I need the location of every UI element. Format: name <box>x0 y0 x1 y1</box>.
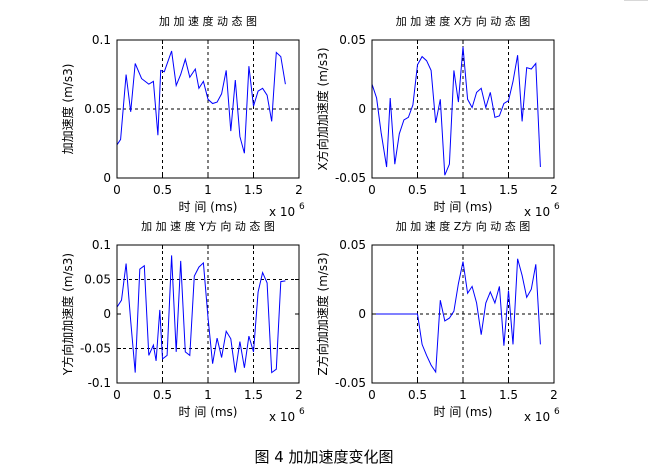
x-multiplier-label: x 10 <box>524 410 550 424</box>
chart-title: 加 加 速 度 X方 向 动 态 图 <box>396 14 531 28</box>
x-tick-label: 1.5 <box>244 183 263 197</box>
series-line <box>371 46 541 176</box>
x-tick-label: 1 <box>204 388 212 402</box>
x-tick-label: 1 <box>204 183 212 197</box>
x-tick-label: 0 <box>113 183 121 197</box>
panel-jerk-magnitude: 0 0.5 1 1.5 2 0 0.05 0.1 加 加 速 度 动 态 图时 间 (ms) x … <box>60 14 305 219</box>
y-axis-label: 加加速度 (m/s3) <box>60 64 75 155</box>
x-tick-label: 0 <box>113 388 121 402</box>
series-line <box>372 258 541 374</box>
x-tick-label: 0.5 <box>408 183 427 197</box>
y-axis-label: X方向加加速度 (m/s3) <box>315 47 330 170</box>
x-multiplier-label: x 10 <box>269 205 295 219</box>
x-axis-label: 时 间 (ms) <box>434 405 493 419</box>
x-multiplier-exponent: 6 <box>554 202 560 212</box>
y-tick-label: 0.05 <box>84 102 111 116</box>
x-axis-label: 时 间 (ms) <box>179 200 238 214</box>
y-tick-label: 0 <box>358 102 366 116</box>
x-tick-label: 0 <box>368 388 376 402</box>
y-axis-label: Z方向加加速度 (m/s3) <box>315 252 330 375</box>
y-tick-label: -0.05 <box>335 171 366 185</box>
x-tick-label: 2 <box>550 388 558 402</box>
series-line <box>116 255 286 374</box>
x-multiplier-exponent: 6 <box>299 407 305 417</box>
y-tick-label: 0.05 <box>84 273 111 287</box>
y-tick-label: 0 <box>103 171 111 185</box>
x-tick-label: 1.5 <box>244 388 263 402</box>
x-tick-label: 2 <box>295 183 303 197</box>
chart-title: 加 加 速 度 Y方 向 动 态 图 <box>141 219 275 233</box>
y-tick-label: -0.05 <box>80 342 111 356</box>
x-tick-label: 1.5 <box>499 388 518 402</box>
y-axis-label: Y方向加加速度 (m/s3) <box>60 253 75 376</box>
figure-caption: 图 4 加加速度变化图 <box>254 448 394 466</box>
chart-title: 加 加 速 度 Z方 向 动 态 图 <box>396 219 531 233</box>
x-tick-label: 0.5 <box>153 388 172 402</box>
x-multiplier-exponent: 6 <box>299 202 305 212</box>
x-axis-label: 时 间 (ms) <box>179 405 238 419</box>
x-tick-label: 1 <box>459 388 467 402</box>
y-tick-label: 0 <box>358 307 366 321</box>
x-multiplier-label: x 10 <box>524 205 550 219</box>
y-tick-label: -0.1 <box>88 376 111 390</box>
x-tick-label: 1.5 <box>499 183 518 197</box>
chart-title: 加 加 速 度 动 态 图 <box>159 14 257 28</box>
y-tick-label: -0.05 <box>335 376 366 390</box>
y-tick-label: 0.05 <box>339 238 366 252</box>
panel-jerk-y: 0 0.5 1 1.5 2 -0.1 -0.05 0 0.05 0.1 加 加 速 度 Y方 向 动… <box>60 219 305 424</box>
x-tick-label: 0.5 <box>408 388 427 402</box>
x-tick-label: 1 <box>459 183 467 197</box>
x-tick-label: 2 <box>295 388 303 402</box>
series-line <box>116 50 286 154</box>
x-tick-label: 0 <box>368 183 376 197</box>
x-multiplier-label: x 10 <box>269 410 295 424</box>
y-tick-label: 0.05 <box>339 33 366 47</box>
x-tick-label: 0.5 <box>153 183 172 197</box>
x-axis-label: 时 间 (ms) <box>434 200 493 214</box>
x-multiplier-exponent: 6 <box>554 407 560 417</box>
page-edge-line <box>624 0 648 5</box>
y-tick-label: 0.1 <box>92 33 111 47</box>
x-tick-label: 2 <box>550 183 558 197</box>
y-tick-label: 0 <box>103 307 111 321</box>
y-tick-label: 0.1 <box>92 238 111 252</box>
